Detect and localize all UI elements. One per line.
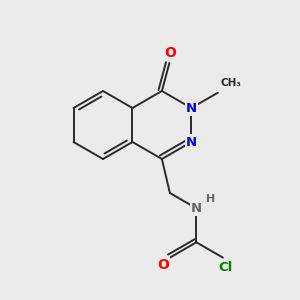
Text: Cl: Cl bbox=[219, 261, 233, 274]
Text: N: N bbox=[191, 202, 202, 215]
Text: H: H bbox=[206, 194, 216, 204]
Text: N: N bbox=[186, 136, 197, 148]
Text: CH₃: CH₃ bbox=[221, 78, 242, 88]
Text: O: O bbox=[164, 46, 176, 60]
Text: O: O bbox=[157, 258, 169, 272]
Text: N: N bbox=[186, 101, 197, 115]
